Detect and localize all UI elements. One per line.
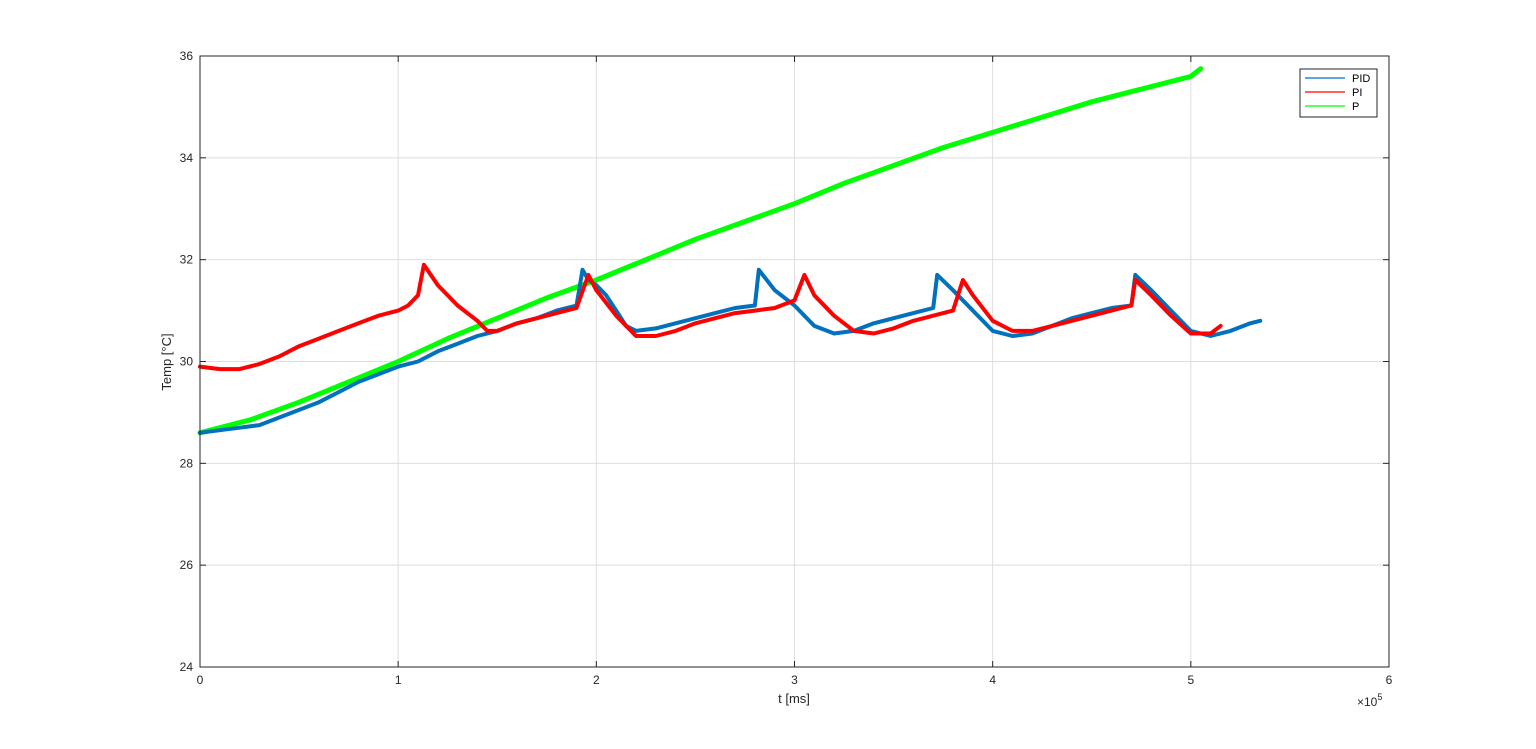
x-tick-label: 3: [791, 673, 798, 687]
series-group: [197, 66, 1263, 436]
x-exponent-label: ×105: [1357, 692, 1382, 709]
y-tick-label: 28: [180, 456, 194, 470]
series-line-pid: [198, 267, 1263, 435]
legend-label-p: P: [1352, 101, 1359, 113]
x-tick-labels: 0 1 2 3 4 5 6: [197, 673, 1393, 687]
tick-marks: [199, 55, 1390, 668]
series-line-pi: [198, 262, 1223, 372]
legend-label-pi: PI: [1352, 87, 1362, 99]
y-tick-label: 26: [180, 558, 194, 572]
y-axis-label: Temp [°C]: [159, 333, 174, 390]
x-tick-label: 5: [1187, 673, 1194, 687]
x-tick-label: 6: [1386, 673, 1393, 687]
y-tick-label: 32: [180, 253, 194, 267]
x-axis-label: t [ms]: [778, 691, 810, 706]
series-line-p: [197, 66, 1204, 436]
legend[interactable]: PID PI P: [1299, 68, 1378, 118]
x-tick-label: 4: [989, 673, 996, 687]
legend-box: [1299, 68, 1378, 118]
y-tick-label: 36: [180, 49, 194, 63]
x-exponent-base: ×10: [1357, 695, 1378, 709]
x-tick-label: 0: [197, 673, 204, 687]
y-tick-label: 34: [180, 151, 194, 165]
x-tick-label: 2: [593, 673, 600, 687]
legend-label-pid: PID: [1352, 73, 1370, 85]
y-tick-labels: 24 26 28 30 32 34 36: [180, 49, 194, 674]
x-tick-label: 1: [395, 673, 402, 687]
y-tick-label: 24: [180, 660, 194, 674]
x-exponent-power: 5: [1377, 692, 1382, 702]
legend-entries: PID PI P: [1305, 73, 1370, 113]
y-tick-label: 30: [180, 355, 194, 369]
